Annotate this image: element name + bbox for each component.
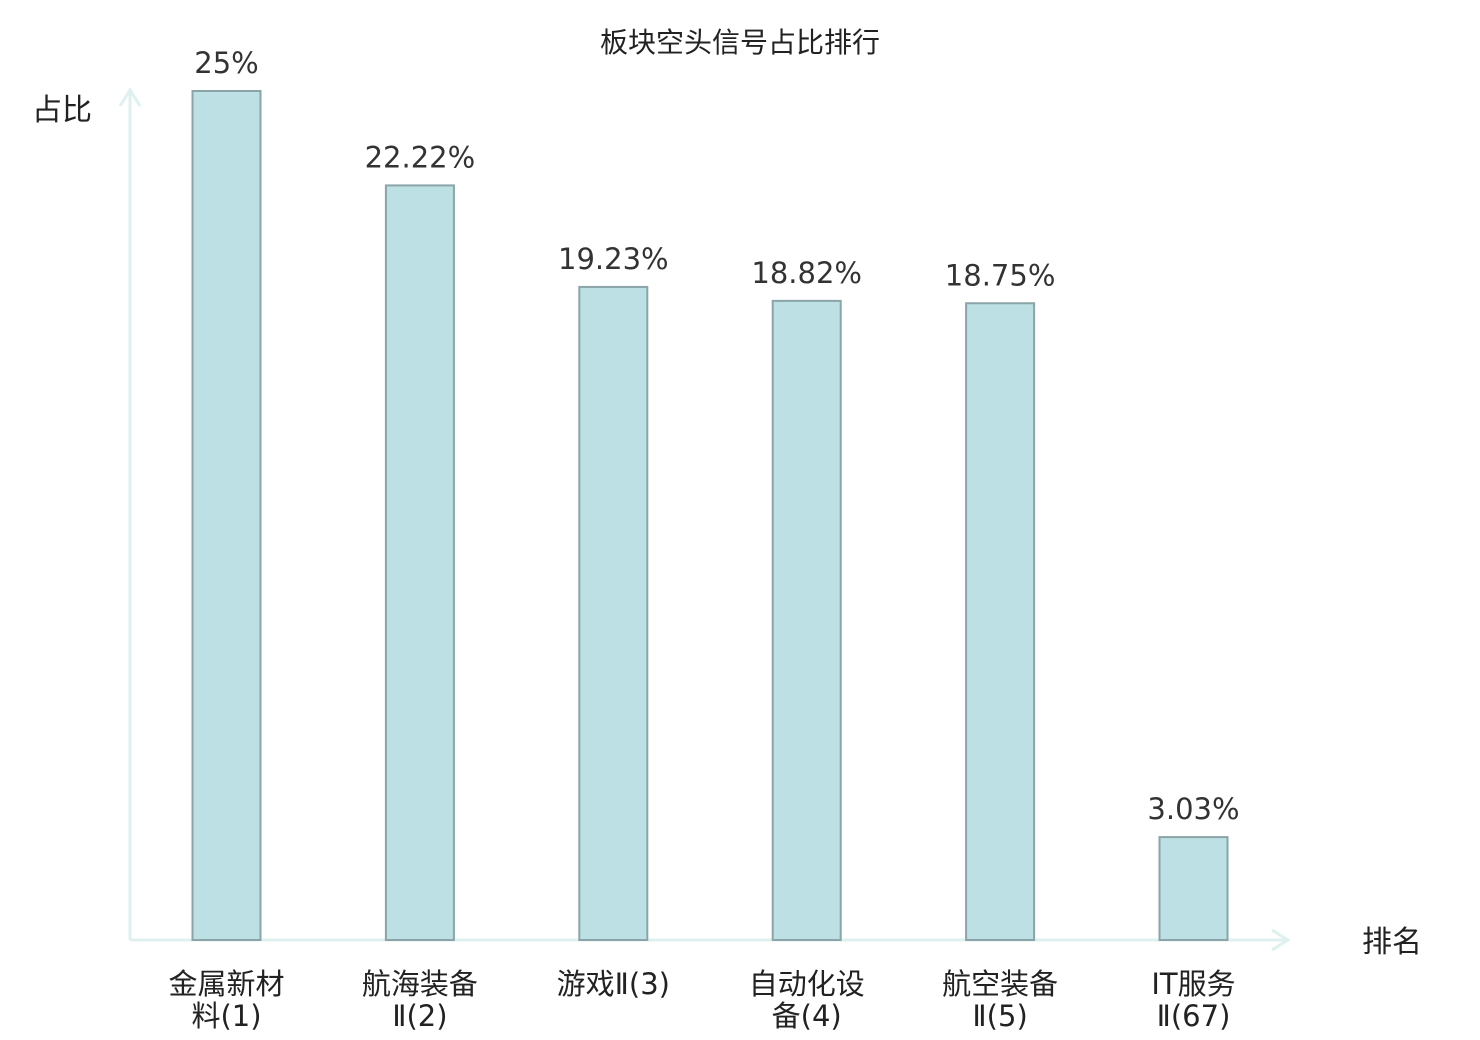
bar-2 [384,184,455,941]
bar-value-label-4: 18.82% [751,256,862,290]
category-label-1-line-1: 金属新材 [168,967,284,1001]
category-label-4-line-2: 备(4) [772,999,842,1033]
category-label-5-line-2: Ⅱ(5) [972,999,1027,1033]
category-label-1-line-2: 料(1) [191,999,261,1033]
category-label-6-line-1: IT服务 [1151,967,1235,1001]
category-label-4-line-1: 自动化设 [749,967,865,1001]
category-label-2-line-2: Ⅱ(2) [392,999,447,1033]
y-axis-label: 占比 [32,93,92,128]
chart-title: 板块空头信号占比排行 [600,26,880,59]
bar-value-label-1: 25% [194,46,258,80]
x-axis [130,928,1291,952]
y-axis [118,87,142,940]
bar-value-label-6: 3.03% [1147,792,1239,826]
bar-6 [1158,836,1229,941]
bar-value-label-3: 19.23% [558,242,669,276]
bar-5 [965,302,1036,941]
bar-value-label-2: 22.22% [365,140,476,174]
category-label-6-line-2: Ⅱ(67) [1157,999,1231,1033]
category-label-3-line-1: 游戏Ⅱ(3) [557,967,670,1001]
x-axis-label: 排名 [1362,925,1422,960]
bar-value-label-5: 18.75% [945,258,1056,292]
category-label-5-line-1: 航空装备 [942,967,1058,1001]
bar-4 [771,299,842,941]
bar-1 [191,90,262,941]
category-label-2-line-1: 航海装备 [362,967,478,1001]
bar-3 [578,285,649,941]
value-labels-group: 25% 22.22% 19.23% 18.82% 18.75% 3.03% [194,46,1239,826]
bars-group [191,90,1229,941]
